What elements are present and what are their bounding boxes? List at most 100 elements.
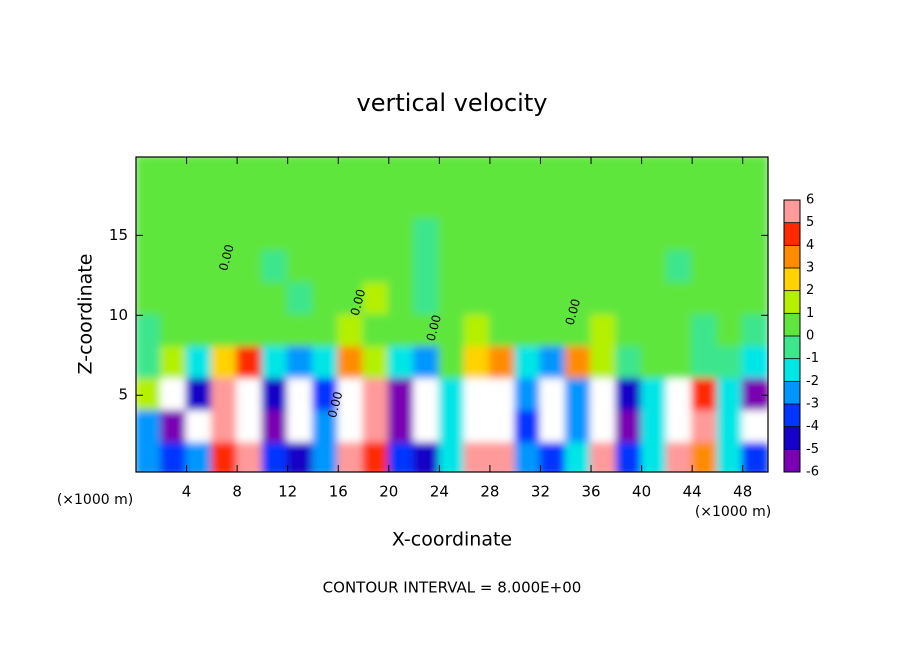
cell [413,378,441,413]
cell [665,250,694,285]
x-tick-label: 44 [683,483,702,501]
x-unit-label: (×1000 m) [695,504,771,520]
cell [337,218,365,253]
cell [136,250,163,285]
colorbar-label: 3 [806,261,814,276]
cell [387,186,416,221]
cell [691,282,719,317]
cell [438,410,466,445]
cell [286,218,314,253]
cell [640,314,668,349]
colorbar-label: 6 [806,193,814,208]
cell [488,346,517,381]
footnote: CONTOUR INTERVAL = 8.000E+00 [323,579,582,597]
y-tick-label: 10 [109,306,128,324]
cell [311,250,340,285]
field [136,157,768,472]
cell [311,314,340,349]
cell [564,218,593,253]
cell [160,410,188,445]
cell [665,186,694,221]
cell [236,410,264,445]
cell [362,346,390,381]
cell [539,157,567,189]
cell [590,250,618,285]
cell [210,346,239,381]
cell [463,314,491,349]
cell [387,346,416,381]
cell [564,378,593,413]
cell [640,186,668,221]
cell [160,314,188,349]
colorbar-label: 2 [806,283,814,298]
cell [488,186,517,221]
cell [691,186,719,221]
cell [615,186,643,221]
cell [210,282,239,317]
cell [741,314,768,349]
cell [261,186,289,221]
colorbar-label: -4 [806,419,819,434]
cell [463,186,491,221]
x-tick-label: 24 [430,483,449,501]
cell [463,218,491,253]
cell [463,346,491,381]
cell [261,314,289,349]
cell [514,186,542,221]
cell [286,410,314,445]
cell [413,442,441,472]
cell [160,442,188,472]
x-tick-label: 40 [632,483,651,501]
cell [160,157,188,189]
cell [185,346,213,381]
cell [539,442,567,472]
cell [387,250,416,285]
cell [640,346,668,381]
cell [387,410,416,445]
cell [488,314,517,349]
cell [236,186,264,221]
cell [716,314,744,349]
cell [665,410,694,445]
cell [716,410,744,445]
cell [640,218,668,253]
colorbar-swatch [784,336,800,359]
cell [236,218,264,253]
cell [261,218,289,253]
cell [590,378,618,413]
cell [564,186,593,221]
cell [463,157,491,189]
cell [210,410,239,445]
cell [691,346,719,381]
cell [387,314,416,349]
colorbar-swatch [784,313,800,336]
cell [438,218,466,253]
cell [590,442,618,472]
colorbar-label: 5 [806,215,814,230]
cell [185,442,213,472]
cell [488,157,517,189]
cell [615,250,643,285]
cell [210,186,239,221]
x-tick-label: 48 [733,483,752,501]
cell [463,282,491,317]
cell [564,346,593,381]
cell [337,410,365,445]
cell [311,282,340,317]
colorbar-label: -3 [806,397,819,412]
cell [590,157,618,189]
cell [539,346,567,381]
cell [236,442,264,472]
cell [337,186,365,221]
cell [514,314,542,349]
cell [362,410,390,445]
cell [640,378,668,413]
colorbar-label: 1 [806,306,814,321]
cell [236,250,264,285]
x-tick-label: 8 [232,483,242,501]
cell [615,378,643,413]
y-axis-label: Z-coordinate [75,254,97,375]
cell [590,314,618,349]
cell [261,410,289,445]
cell [185,410,213,445]
